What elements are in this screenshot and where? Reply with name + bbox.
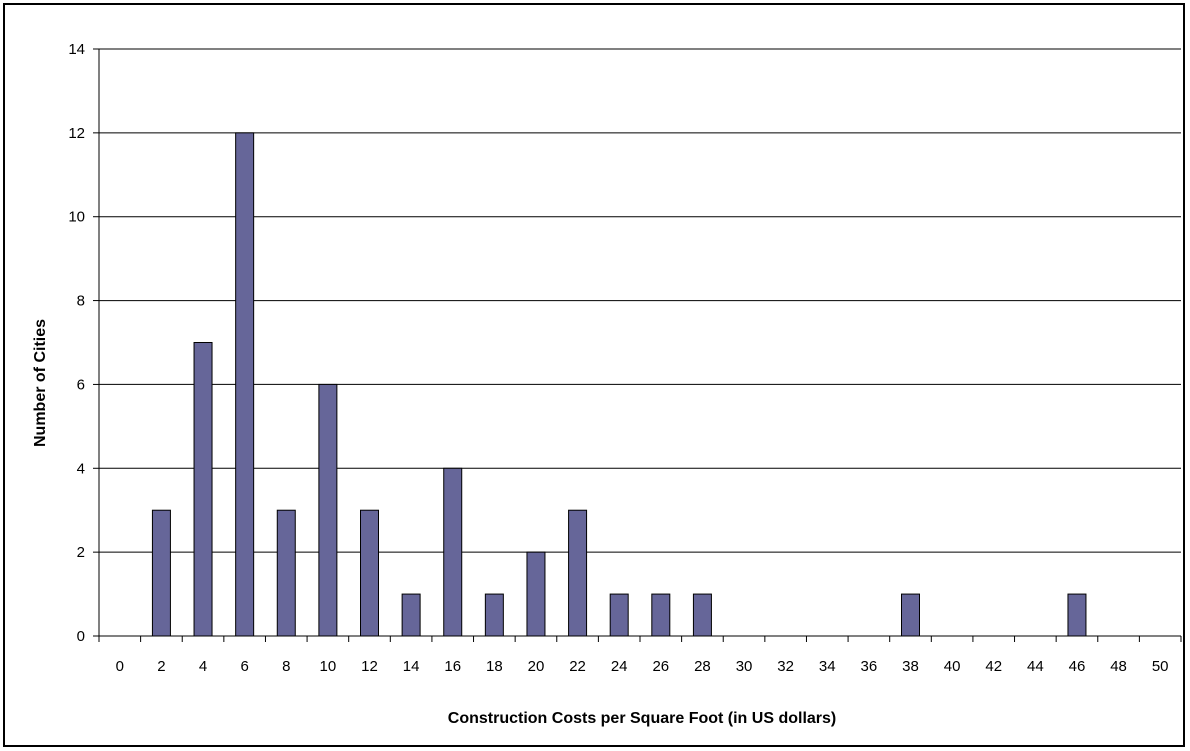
x-tick-label: 44 (1027, 658, 1044, 675)
bar-38 (901, 593, 920, 637)
x-tick-label: 12 (361, 658, 378, 675)
x-tick-label: 20 (528, 658, 545, 675)
x-tick-label: 14 (403, 658, 420, 675)
x-tick-label: 2 (157, 658, 165, 675)
bar-12 (360, 509, 379, 637)
y-tick-label: 2 (77, 544, 85, 561)
bar-16 (443, 467, 463, 637)
bar-4 (193, 342, 213, 637)
x-tick-label: 4 (199, 658, 207, 675)
x-tick-label: 6 (240, 658, 248, 675)
x-axis-title: Construction Costs per Square Foot (in U… (448, 710, 836, 727)
y-tick-label: 0 (77, 628, 85, 645)
x-tick-label: 40 (944, 658, 961, 675)
x-tick-label: 16 (444, 658, 461, 675)
bar-22 (568, 509, 588, 637)
x-tick-label: 0 (116, 658, 124, 675)
y-axis-title: Number of Cities (32, 319, 49, 447)
y-tick-label: 8 (77, 293, 85, 310)
x-tick-label: 22 (569, 658, 586, 675)
x-tick-label: 10 (320, 658, 337, 675)
x-tick-label: 48 (1110, 658, 1127, 675)
x-tick-label: 42 (985, 658, 1002, 675)
y-tick-label: 10 (68, 209, 85, 226)
x-tick-label: 8 (282, 658, 290, 675)
bar-6 (235, 132, 255, 637)
x-tick-label: 28 (694, 658, 711, 675)
bar-24 (609, 593, 629, 637)
x-tick-label: 30 (736, 658, 753, 675)
x-tick-label: 38 (902, 658, 919, 675)
x-tick-label: 34 (819, 658, 836, 675)
x-tick-label: 24 (611, 658, 628, 675)
y-tick-label: 12 (68, 125, 85, 142)
x-tick-labels: 0 2 4 6 8 10 12 14 16 18 20 22 24 26 28 30 32 34 36 38 40 42 4… (116, 658, 1169, 675)
bar-18 (484, 593, 504, 637)
bar-46 (1067, 593, 1087, 637)
y-tick-label: 6 (77, 376, 85, 393)
bar-8 (276, 509, 296, 637)
bar-10 (318, 383, 338, 637)
y-tick-label: 4 (77, 460, 85, 477)
x-tick-label: 18 (486, 658, 503, 675)
x-tick-label: 36 (861, 658, 878, 675)
bar-26 (651, 593, 671, 637)
axes (93, 48, 1182, 642)
bar-20 (526, 551, 546, 637)
bar-28 (692, 593, 712, 637)
x-tick-label: 32 (777, 658, 794, 675)
x-tick-label: 26 (652, 658, 669, 675)
x-tick-label: 46 (1069, 658, 1086, 675)
bars (151, 132, 1087, 637)
gridlines (99, 48, 1181, 553)
x-tick-label: 50 (1152, 658, 1169, 675)
y-tick-label: 14 (68, 41, 85, 58)
y-tick-labels: 0 2 4 6 8 10 12 14 (68, 41, 85, 645)
bar-2 (151, 509, 171, 637)
bar-14 (401, 593, 421, 637)
